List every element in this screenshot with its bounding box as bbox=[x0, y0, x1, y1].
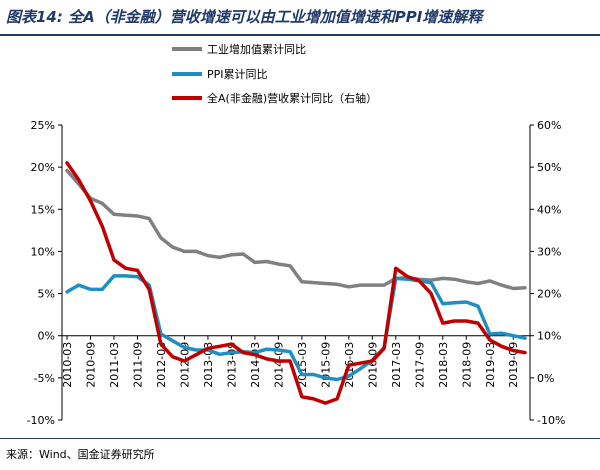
x-axis-tick-label: 2019-09 bbox=[507, 342, 520, 388]
x-axis-tick-label: 2010-03 bbox=[61, 342, 74, 388]
left-axis-tick-label: 25% bbox=[31, 119, 55, 132]
right-axis-tick-label: 0% bbox=[537, 372, 554, 385]
source-bar: 来源：Wind、国金证券研究所 bbox=[0, 438, 600, 470]
axes: 25% 20% 15% 10% 5% 0% -5% -10% 60% 50% 40% 30% 20% 10… bbox=[27, 119, 566, 427]
right-axis-tick-label: 30% bbox=[537, 245, 561, 258]
x-axis-tick-label: 2011-03 bbox=[108, 342, 121, 388]
x-axis-tick-label: 2010-09 bbox=[84, 342, 97, 388]
left-axis-tick-label: 15% bbox=[31, 203, 55, 216]
title-bar: 图表14: 全A（非金融）营收增速可以由工业增加值增速和PPI增速解释 bbox=[0, 0, 600, 36]
x-axis-tick-label: 2017-09 bbox=[413, 342, 426, 388]
right-axis-tick-label: -10% bbox=[537, 414, 565, 427]
right-axis-tick-label: 50% bbox=[537, 161, 561, 174]
series-line-1 bbox=[65, 168, 527, 291]
left-axis-tick-label: 10% bbox=[31, 245, 55, 258]
x-axis-tick-label: 2018-09 bbox=[460, 342, 473, 388]
legend-label-3: 全A(非金融)营收累计同比（右轴） bbox=[207, 91, 377, 105]
left-axis-tick-label: 0% bbox=[38, 330, 55, 343]
left-axis-tick-label: 20% bbox=[31, 161, 55, 174]
x-axis-tick-label: 2019-03 bbox=[484, 342, 497, 388]
series-line-3 bbox=[65, 161, 527, 405]
x-axis-tick-label: 2012-03 bbox=[155, 342, 168, 388]
right-axis-tick-label: 10% bbox=[537, 330, 561, 343]
legend-label-2: PPI累计同比 bbox=[207, 68, 268, 81]
x-axis-tick-label: 2016-09 bbox=[366, 342, 379, 388]
left-axis-tick-label: 5% bbox=[38, 288, 55, 301]
x-axis-tick-label: 2017-03 bbox=[390, 342, 403, 388]
right-axis-tick-label: 40% bbox=[537, 203, 561, 216]
x-axis-tick-label: 2018-03 bbox=[437, 342, 450, 388]
x-axis-tick-label: 2012-09 bbox=[178, 342, 191, 388]
x-axis-tick-label: 2014-09 bbox=[272, 342, 285, 388]
x-axis-tick-label: 2015-09 bbox=[319, 342, 332, 388]
source-note: 来源：Wind、国金证券研究所 bbox=[6, 448, 155, 461]
series-lines bbox=[65, 161, 527, 405]
legend-label-1: 工业增加值累计同比 bbox=[207, 42, 306, 56]
x-axis-tick-label: 2011-09 bbox=[131, 342, 144, 388]
left-axis-tick-label: -10% bbox=[27, 414, 55, 427]
chart-title: 图表14: 全A（非金融）营收增速可以由工业增加值增速和PPI增速解释 bbox=[6, 8, 483, 26]
x-axis-tick-label: 2014-03 bbox=[249, 342, 262, 388]
right-axis-tick-label: 20% bbox=[537, 288, 561, 301]
right-axis-tick-label: 60% bbox=[537, 119, 561, 132]
left-axis-tick-label: -5% bbox=[34, 372, 55, 385]
